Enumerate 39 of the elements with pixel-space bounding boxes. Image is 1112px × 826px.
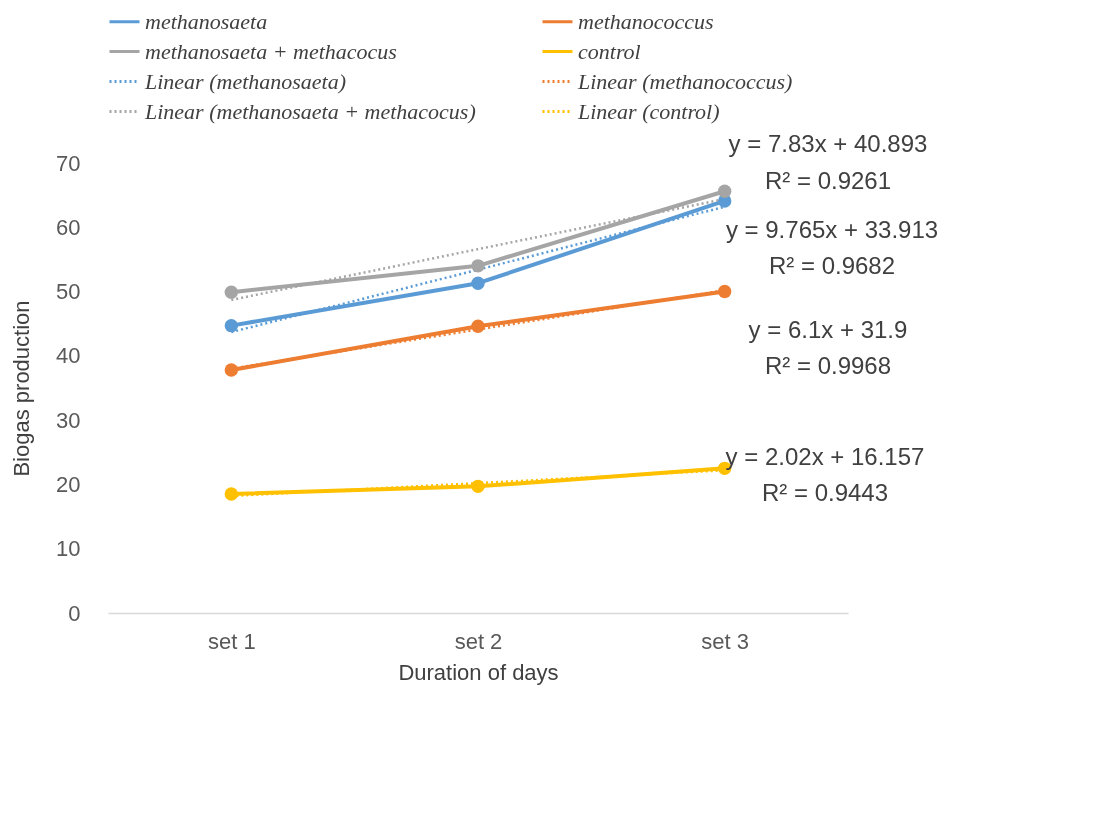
legend-label: Linear (control) — [577, 98, 720, 124]
point — [471, 259, 485, 273]
y-tick-label: 50 — [56, 279, 81, 305]
point — [224, 318, 239, 333]
legend-label: methanosaeta + methacocus — [145, 38, 397, 64]
legend-label: methanosaeta — [145, 8, 268, 34]
y-tick-label: 10 — [56, 536, 81, 562]
point — [471, 319, 485, 333]
point — [224, 363, 239, 377]
legend-label: control — [578, 38, 641, 64]
y-tick-label: 60 — [56, 214, 81, 240]
legend-label: Linear (methanococcus) — [577, 68, 793, 94]
y-tick-label: 40 — [56, 343, 81, 369]
annotation: R² = 0.9682 — [768, 252, 896, 279]
y-tick-label: 20 — [56, 471, 81, 497]
legend-label: methanococcus — [578, 8, 714, 34]
y-tick-label: 0 — [68, 600, 81, 626]
point — [717, 284, 732, 299]
annotation: y = 2.02x + 16.157 — [725, 443, 925, 470]
annotation: R² = 0.9968 — [764, 352, 892, 379]
y-tick-label: 30 — [56, 407, 81, 433]
annotation: R² = 0.9261 — [764, 167, 892, 194]
y-axis-title: Biogas production — [9, 300, 35, 477]
y-tick-label: 70 — [56, 150, 81, 176]
annotation: R² = 0.9443 — [761, 479, 889, 506]
legend-label: Linear (methanosaeta) — [144, 68, 347, 94]
point — [471, 276, 485, 290]
x-tick-label: set 2 — [454, 628, 503, 654]
annotation: y = 6.1x + 31.9 — [748, 316, 908, 343]
x-tick-label: set 3 — [701, 628, 750, 654]
point — [717, 184, 732, 198]
x-axis-title: Duration of days — [398, 659, 559, 685]
x-tick-label: set 1 — [207, 628, 256, 654]
text: y = 7.83x + 40.893 — [728, 130, 928, 157]
legend-label: Linear (methanosaeta + methacocus) — [144, 98, 476, 124]
annotation: y = 9.765x + 33.913 — [725, 216, 939, 243]
point — [224, 487, 239, 501]
point — [471, 479, 485, 494]
point — [224, 285, 239, 299]
